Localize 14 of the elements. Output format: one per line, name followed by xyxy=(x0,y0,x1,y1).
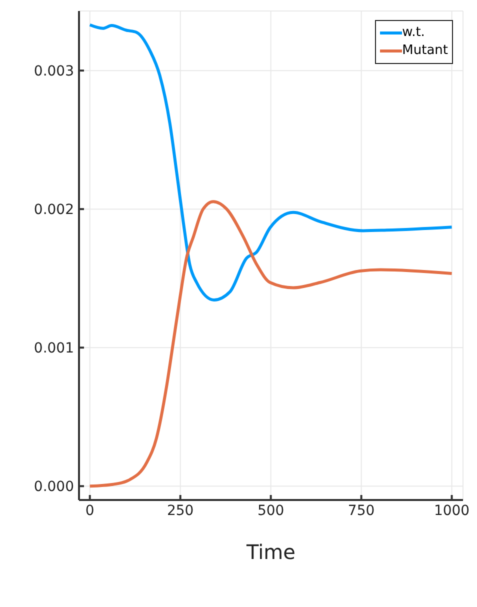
y-tick-label: 0.003 xyxy=(34,64,74,80)
legend-label: Mutant xyxy=(402,42,448,60)
y-tick-label: 0.002 xyxy=(34,202,74,218)
x-tick-label: 750 xyxy=(348,502,375,519)
x-tick-label: 500 xyxy=(257,502,284,519)
y-tick-label: 0.000 xyxy=(34,479,74,496)
x-axis-title: Time xyxy=(246,540,296,564)
line-series xyxy=(88,23,454,302)
x-tick-label: 0 xyxy=(85,502,94,519)
legend-label: w.t. xyxy=(402,24,425,42)
x-tick-label: 1000 xyxy=(434,502,470,519)
line-series xyxy=(88,200,454,488)
y-tick-label: 0.001 xyxy=(34,340,74,357)
x-tick-label: 250 xyxy=(166,502,194,519)
